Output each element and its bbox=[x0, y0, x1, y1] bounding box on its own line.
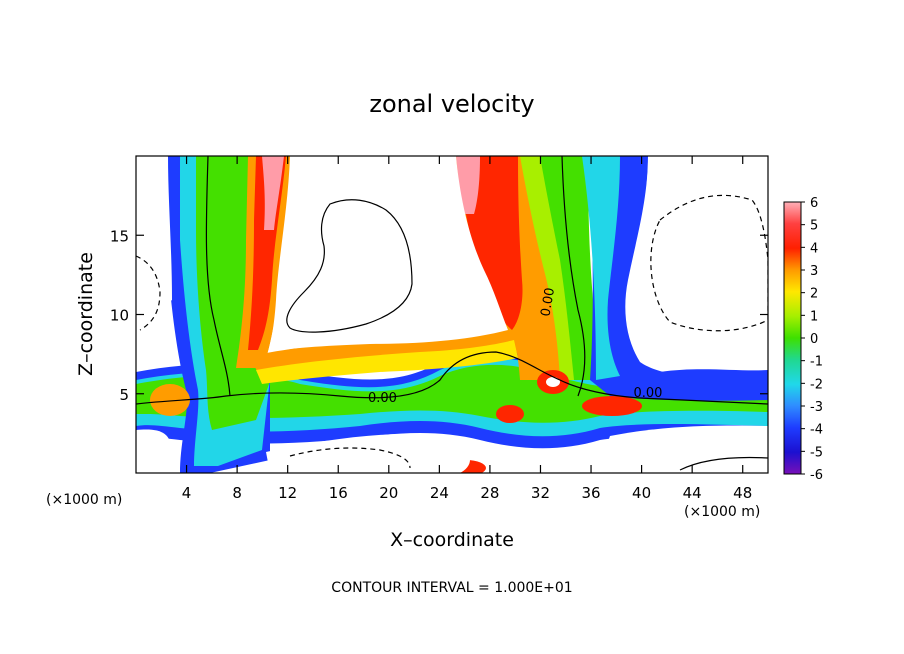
colorbar-tick-label: 6 bbox=[810, 196, 818, 211]
colorbar-tick-label: -5 bbox=[810, 445, 823, 460]
contour-dashed-lowmid bbox=[289, 447, 411, 469]
colorbar-tick-label: -3 bbox=[810, 400, 823, 415]
y-axis: 5 10 15 bbox=[110, 227, 768, 404]
contour-lower-right bbox=[679, 456, 768, 471]
colorbar-tick-label: -4 bbox=[810, 423, 823, 438]
contour-lines bbox=[136, 156, 768, 471]
colorbar-tick-label: 2 bbox=[810, 287, 818, 302]
y-tick-label: 5 bbox=[119, 386, 129, 404]
x-tick-label: 8 bbox=[232, 484, 242, 502]
x-tick-label: 44 bbox=[683, 484, 702, 502]
x-tick-label: 36 bbox=[581, 484, 600, 502]
colorbar bbox=[783, 201, 802, 475]
field-plume-center-green bbox=[540, 156, 600, 380]
x-axis: 4 8 12 16 20 24 28 32 36 40 44 48 bbox=[182, 156, 752, 502]
colorbar-tick-label: -6 bbox=[810, 468, 823, 483]
y-tick-label: 10 bbox=[110, 307, 129, 325]
x-unit-left: (×1000 m) bbox=[46, 492, 122, 508]
contour-zero-upper bbox=[286, 199, 413, 333]
field-plume-right-blue bbox=[588, 156, 768, 401]
contour-zero-main bbox=[136, 351, 768, 405]
colorbar-tick-label: -2 bbox=[810, 377, 823, 392]
contour-dashed-right bbox=[650, 194, 768, 332]
field-blob-red-3 bbox=[582, 396, 642, 416]
x-tick-label: 4 bbox=[182, 484, 192, 502]
field-white-lower-right bbox=[605, 425, 768, 473]
contour-zero-vertical bbox=[561, 156, 586, 397]
colorbar-tick-label: 4 bbox=[810, 241, 818, 256]
colorbar-tick-label: 0 bbox=[810, 332, 818, 347]
colorbar-tick-label: -1 bbox=[810, 355, 823, 370]
contour-label: 0.00 bbox=[368, 391, 397, 406]
contour-interval-note: CONTOUR INTERVAL = 1.000E+01 bbox=[331, 580, 572, 596]
x-tick-label: 40 bbox=[632, 484, 651, 502]
x-axis-title: X–coordinate bbox=[390, 529, 514, 551]
field-blob-red-2 bbox=[496, 405, 524, 423]
colorbar-tick-label: 5 bbox=[810, 219, 818, 234]
x-tick-label: 24 bbox=[430, 484, 449, 502]
field-white-lower-left bbox=[136, 429, 172, 473]
colorbar-tick-label: 3 bbox=[810, 264, 818, 279]
y-axis-title: Z–coordinate bbox=[75, 252, 97, 376]
contour-label: 0.00 bbox=[633, 386, 662, 401]
field-curtain-pink bbox=[262, 156, 284, 230]
chart-title: zonal velocity bbox=[369, 90, 534, 118]
x-tick-label: 12 bbox=[278, 484, 297, 502]
contour-label: 0.00 bbox=[538, 287, 558, 318]
field-plume-right-cyan bbox=[582, 156, 620, 380]
x-tick-label: 16 bbox=[329, 484, 348, 502]
field-shelf-yellow bbox=[256, 340, 518, 384]
contour-dashed-left bbox=[136, 255, 161, 331]
x-tick-label: 28 bbox=[480, 484, 499, 502]
field-white-lower-mid bbox=[266, 433, 470, 473]
field-white-upper-right bbox=[632, 156, 768, 360]
field-white-upper-left bbox=[136, 156, 172, 312]
x-tick-label: 48 bbox=[733, 484, 752, 502]
x-tick-label: 32 bbox=[531, 484, 550, 502]
contour-labels: 0.00 0.00 0.00 bbox=[368, 287, 662, 406]
x-unit-right: (×1000 m) bbox=[684, 504, 760, 520]
y-tick-label: 15 bbox=[110, 227, 129, 245]
field-blob-red-4 bbox=[150, 384, 190, 416]
contour-zero-leftplume bbox=[205, 156, 231, 397]
x-tick-label: 20 bbox=[379, 484, 398, 502]
heatmap-field: 0.00 0.00 0.00 bbox=[136, 156, 768, 473]
colorbar-tick-label: 1 bbox=[810, 309, 818, 324]
field-blob-pink-1 bbox=[546, 377, 560, 387]
colorbar-ticks: 6 5 4 3 2 1 0 -1 -2 -3 -4 -5 -6 bbox=[801, 196, 823, 483]
field-white-upper-center bbox=[268, 156, 508, 352]
